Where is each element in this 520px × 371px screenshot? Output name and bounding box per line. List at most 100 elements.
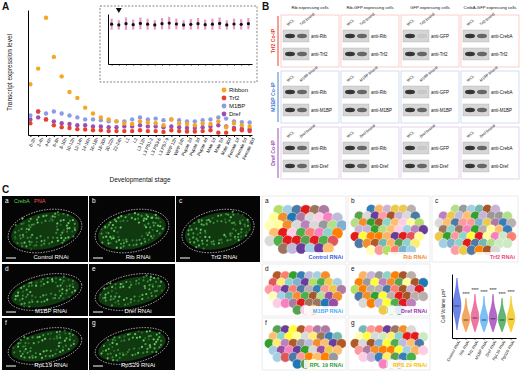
caption-bg [388, 252, 428, 260]
nucleus [239, 220, 242, 223]
error-bar [147, 19, 149, 30]
nucleus [107, 232, 110, 235]
blot-strip [343, 142, 369, 154]
micrograph-bg [176, 196, 260, 262]
point [44, 111, 48, 115]
point [247, 22, 250, 25]
nucleus [56, 225, 59, 228]
nucleus [72, 334, 75, 337]
point [122, 121, 126, 125]
blot-band [405, 164, 415, 168]
nucleus [198, 221, 201, 224]
blot-band [285, 90, 295, 94]
nucleus [220, 220, 223, 223]
nucleus [54, 212, 57, 215]
nucleus [158, 332, 161, 335]
cell [418, 291, 428, 301]
nucleus [102, 297, 105, 300]
point [146, 124, 150, 128]
nucleus [18, 229, 21, 232]
nucleus [150, 217, 153, 220]
row-label: Dref Co-IP [270, 140, 276, 166]
point [185, 122, 189, 126]
nucleus [141, 298, 144, 301]
nucleus [41, 339, 44, 342]
nucleus [126, 220, 129, 223]
nucleus [144, 240, 147, 243]
nucleus [112, 359, 115, 362]
point [114, 129, 118, 133]
nucleus [28, 285, 31, 288]
blots: Rib expressing cellsRib-GFP expressing c… [270, 5, 519, 179]
nucleus [154, 214, 157, 217]
blot-band [477, 164, 487, 168]
blot-band [345, 164, 355, 168]
significance: **** [508, 290, 515, 295]
nucleus [138, 282, 141, 285]
nucleus [103, 287, 106, 290]
point [224, 124, 228, 128]
nucleus [144, 337, 147, 340]
nucleus [31, 294, 34, 297]
nucleus [193, 241, 196, 244]
tick-mark [198, 64, 199, 66]
tick-mark [227, 64, 228, 66]
nucleus [25, 245, 28, 248]
nucleus [65, 292, 68, 295]
nucleus [37, 341, 40, 344]
nucleus [49, 337, 52, 340]
nucleus [61, 242, 64, 245]
nucleus [112, 237, 115, 240]
point [67, 126, 71, 130]
blot-strip [463, 142, 489, 154]
panel-letter: g [92, 319, 96, 327]
x-tick [176, 64, 177, 66]
nucleus [241, 213, 244, 216]
point [224, 125, 228, 129]
violin [471, 294, 479, 332]
nucleus [26, 351, 29, 354]
point [200, 129, 204, 133]
blot-strip [283, 160, 309, 172]
segmentation-bg [348, 264, 430, 316]
nucleus [46, 277, 49, 280]
point [240, 128, 244, 132]
segmentation-bg [262, 264, 346, 316]
lane-label: WCL [406, 130, 415, 138]
nucleus [40, 244, 43, 247]
nucleus [46, 281, 49, 284]
nucleus [160, 280, 163, 283]
nucleus [113, 349, 116, 352]
nucleus [200, 223, 203, 226]
error-bar [175, 19, 177, 30]
point [67, 122, 71, 126]
nucleus [113, 336, 116, 339]
point [91, 111, 95, 115]
nucleus [157, 277, 160, 280]
nucleus [234, 237, 237, 240]
tick-mark [126, 64, 127, 66]
legend-swatch [222, 104, 227, 109]
plot-area [110, 17, 250, 30]
panel-caption: RPS 29 RNAi [393, 362, 427, 368]
nucleus [159, 285, 162, 288]
nucleus [237, 212, 240, 215]
nucleus [231, 210, 234, 213]
nucleus [72, 219, 75, 222]
nucleus [188, 238, 191, 241]
nucleus [41, 357, 44, 360]
panel-caption: M1BP RNAi [35, 308, 67, 314]
nucleus [43, 283, 46, 286]
nucleus [105, 235, 108, 238]
nucleus [247, 220, 250, 223]
nucleus [28, 240, 31, 243]
nucleus [158, 336, 161, 339]
blot-band [345, 90, 355, 94]
nucleus [21, 297, 24, 300]
nucleus [245, 231, 248, 234]
nucleus [109, 221, 112, 224]
nucleus [105, 231, 108, 234]
caption-bg [476, 252, 516, 260]
nucleus [107, 239, 110, 242]
blot-band [417, 34, 427, 38]
